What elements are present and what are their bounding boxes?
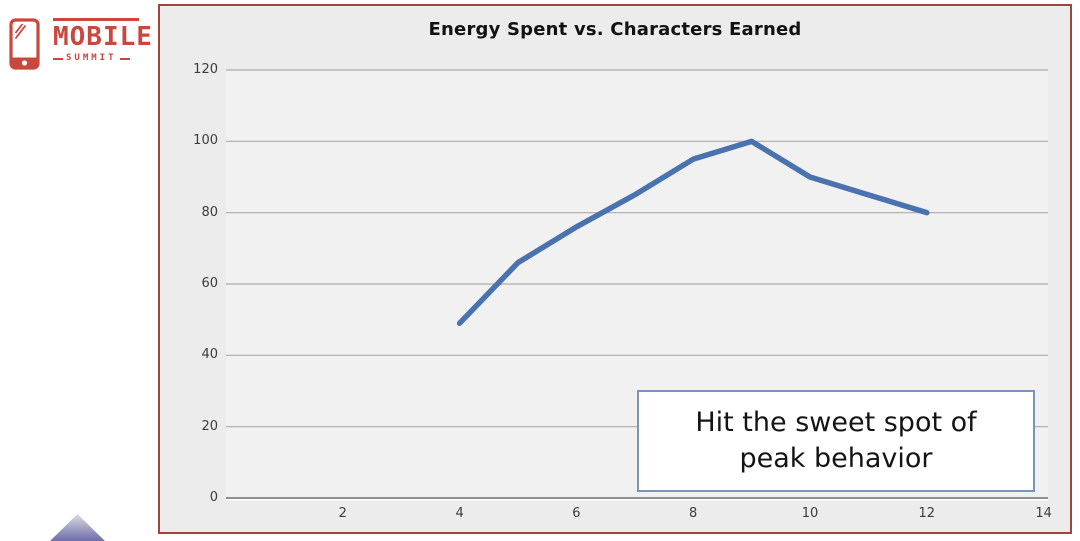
chart-frame: Energy Spent vs. Characters Earned 0 20 40…	[158, 4, 1072, 534]
logo-dash-left	[53, 57, 63, 60]
y-tick-label: 40	[201, 347, 218, 363]
y-tick-label: 0	[209, 490, 218, 505]
logo-sub-text: SUMMIT	[66, 53, 117, 63]
annotation-line-1: Hit the sweet spot of	[695, 407, 977, 438]
mobile-summit-logo: MOBILE SUMMIT	[9, 18, 153, 70]
y-tick-label: 60	[201, 275, 218, 291]
annotation-box: Hit the sweet spot of peak behavior	[637, 390, 1035, 492]
annotation-line-2: peak behavior	[739, 443, 933, 474]
gridlines	[226, 69, 1048, 428]
y-tick-label: 20	[201, 418, 218, 434]
x-tick-label: 8	[689, 506, 698, 521]
data-series-line	[456, 138, 930, 326]
x-tick-label: 4	[455, 506, 464, 521]
line-chart	[226, 69, 1048, 501]
chart-title: Energy Spent vs. Characters Earned	[428, 19, 802, 40]
y-tick-label: 100	[193, 133, 218, 149]
logo-brand-text: MOBILE	[53, 22, 153, 52]
chart-area: Energy Spent vs. Characters Earned 0 20 40…	[160, 6, 1070, 532]
logo-dash-right	[119, 57, 130, 60]
x-tick-label: 14	[1035, 506, 1052, 521]
x-tick-label: 12	[918, 506, 936, 521]
logo-rule	[53, 18, 139, 21]
phone-icon	[9, 18, 40, 70]
x-tick-label: 10	[801, 506, 819, 521]
x-tick-label: 2	[338, 506, 347, 521]
y-tick-label: 80	[201, 204, 218, 220]
y-tick-label: 120	[193, 61, 218, 77]
x-tick-label: 6	[572, 506, 581, 521]
triangle-decoration	[50, 514, 105, 541]
